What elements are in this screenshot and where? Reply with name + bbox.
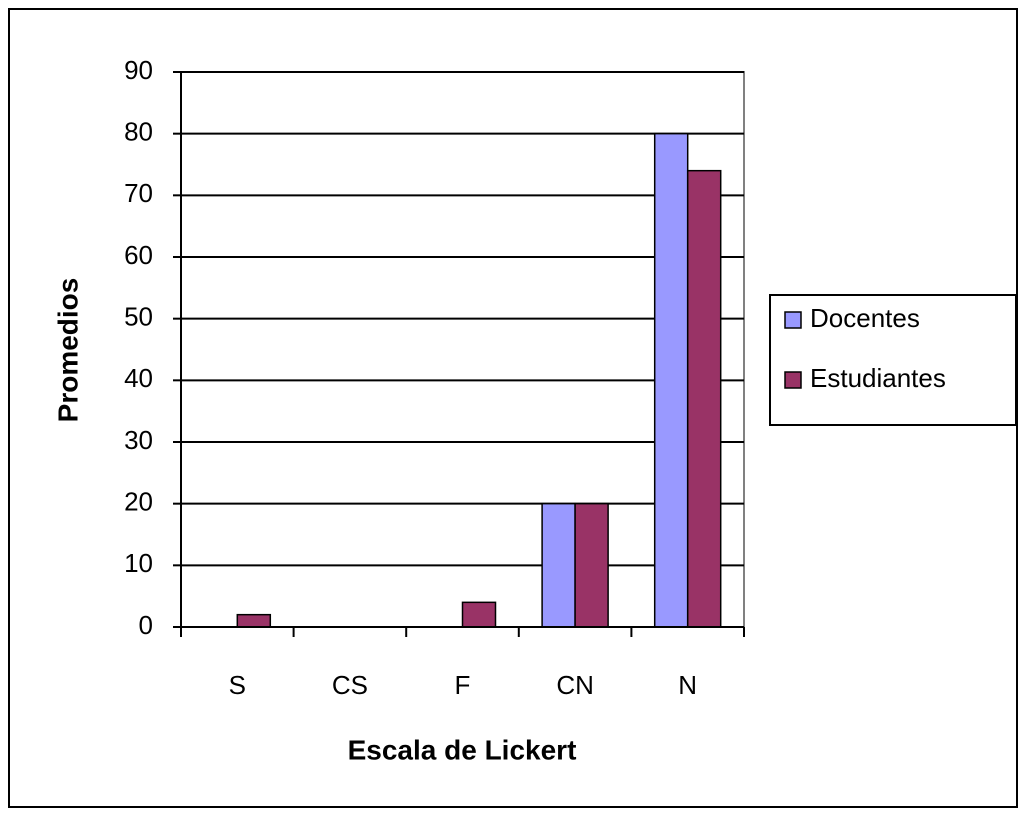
plot-area bbox=[180, 71, 745, 628]
x-tick-label: CS bbox=[332, 670, 368, 700]
bar bbox=[461, 601, 497, 628]
x-tick-label: CN bbox=[556, 670, 594, 700]
y-tick-label: 40 bbox=[124, 363, 153, 393]
x-tick-label: F bbox=[455, 670, 471, 700]
legend-label: Estudiantes bbox=[810, 363, 946, 393]
y-tick-label: 70 bbox=[124, 178, 153, 208]
bar bbox=[653, 132, 689, 628]
bar bbox=[236, 613, 272, 628]
y-tick-label: 20 bbox=[124, 487, 153, 517]
y-tick-label: 10 bbox=[124, 548, 153, 578]
bar bbox=[541, 502, 576, 628]
y-tick-label: 80 bbox=[124, 117, 153, 147]
y-tick-label: 50 bbox=[124, 302, 153, 332]
bar bbox=[686, 169, 722, 628]
legend-label: Docentes bbox=[810, 303, 920, 333]
bar bbox=[574, 502, 609, 628]
y-tick-label: 30 bbox=[124, 425, 153, 455]
x-tick-label: S bbox=[229, 670, 246, 700]
y-axis-title: Promedios bbox=[52, 278, 83, 423]
x-tick-label: N bbox=[678, 670, 697, 700]
y-tick-label: 90 bbox=[124, 55, 153, 85]
legend-swatch bbox=[784, 371, 802, 389]
y-tick-label: 0 bbox=[139, 610, 153, 640]
x-axis-title: Escala de Lickert bbox=[348, 734, 577, 765]
legend-box bbox=[769, 294, 1017, 426]
legend-swatch bbox=[784, 311, 802, 329]
y-tick-label: 60 bbox=[124, 240, 153, 270]
